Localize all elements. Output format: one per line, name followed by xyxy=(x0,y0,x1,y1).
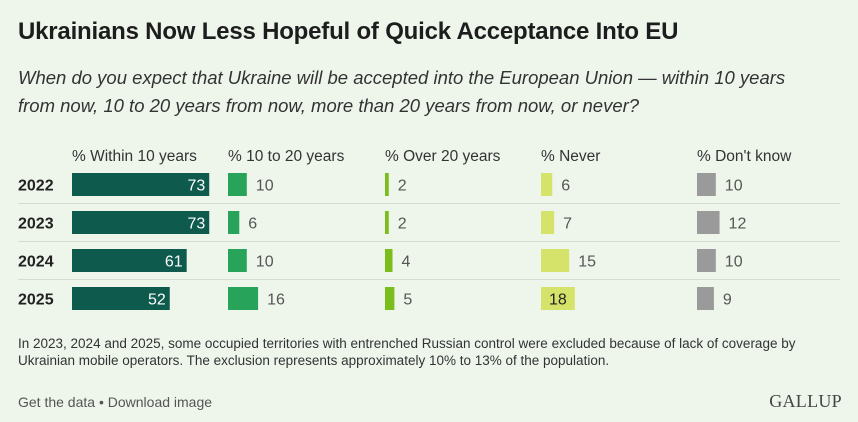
value-label: 5 xyxy=(403,292,412,309)
series-header: % Don't know xyxy=(697,148,792,165)
footnote: In 2023, 2024 and 2025, some occupied te… xyxy=(18,336,796,368)
bar xyxy=(541,173,553,196)
value-label: 6 xyxy=(561,178,570,195)
footer-separator: • xyxy=(98,394,104,410)
bar xyxy=(385,211,389,234)
bar xyxy=(385,173,389,196)
value-label: 61 xyxy=(165,254,183,271)
year-label: 2023 xyxy=(18,216,54,233)
bar xyxy=(72,287,170,310)
bar xyxy=(228,173,247,196)
bar xyxy=(697,173,716,196)
bar xyxy=(541,249,570,272)
value-label: 9 xyxy=(723,292,732,309)
value-label: 6 xyxy=(248,216,257,233)
value-label: 10 xyxy=(725,178,743,195)
chart-title: Ukrainians Now Less Hopeful of Quick Acc… xyxy=(18,18,679,45)
year-label: 2025 xyxy=(18,292,54,309)
series-header: % Within 10 years xyxy=(72,148,197,165)
series-header: % 10 to 20 years xyxy=(228,148,345,165)
chart-subtitle: When do you expect that Ukraine will be … xyxy=(18,67,786,116)
bar xyxy=(228,287,259,310)
bar xyxy=(697,249,716,272)
year-label: 2024 xyxy=(18,254,54,271)
bar xyxy=(228,211,240,234)
value-label: 2 xyxy=(398,178,407,195)
value-label: 73 xyxy=(187,178,205,195)
value-label: 2 xyxy=(398,216,407,233)
value-label: 12 xyxy=(729,216,747,233)
series-header: % Never xyxy=(541,148,600,165)
value-label: 10 xyxy=(256,178,274,195)
series-header: % Over 20 years xyxy=(385,148,501,165)
bar xyxy=(385,287,395,310)
bar xyxy=(228,249,247,272)
bar-chart: % Within 10 years % 10 to 20 years % Over … xyxy=(18,148,840,310)
footer-links: Get the data • Download image xyxy=(18,394,212,410)
get-data-link[interactable]: Get the data xyxy=(18,394,96,410)
bar xyxy=(72,249,187,272)
bar xyxy=(541,211,555,234)
bar xyxy=(541,287,575,310)
value-label: 10 xyxy=(256,254,274,271)
bar xyxy=(697,287,714,310)
gallup-logo: GALLUP xyxy=(769,391,842,411)
value-label: 7 xyxy=(563,216,572,233)
value-label: 16 xyxy=(267,292,285,309)
value-label: 52 xyxy=(148,292,166,309)
value-label: 73 xyxy=(187,216,205,233)
bar xyxy=(697,211,720,234)
value-label: 18 xyxy=(549,292,567,309)
bar xyxy=(385,249,393,272)
value-label: 4 xyxy=(402,254,411,271)
download-image-link[interactable]: Download image xyxy=(107,394,213,410)
value-label: 10 xyxy=(725,254,743,271)
bar xyxy=(72,211,210,234)
year-label: 2022 xyxy=(18,178,54,195)
value-label: 15 xyxy=(578,254,596,271)
bar xyxy=(72,173,210,196)
